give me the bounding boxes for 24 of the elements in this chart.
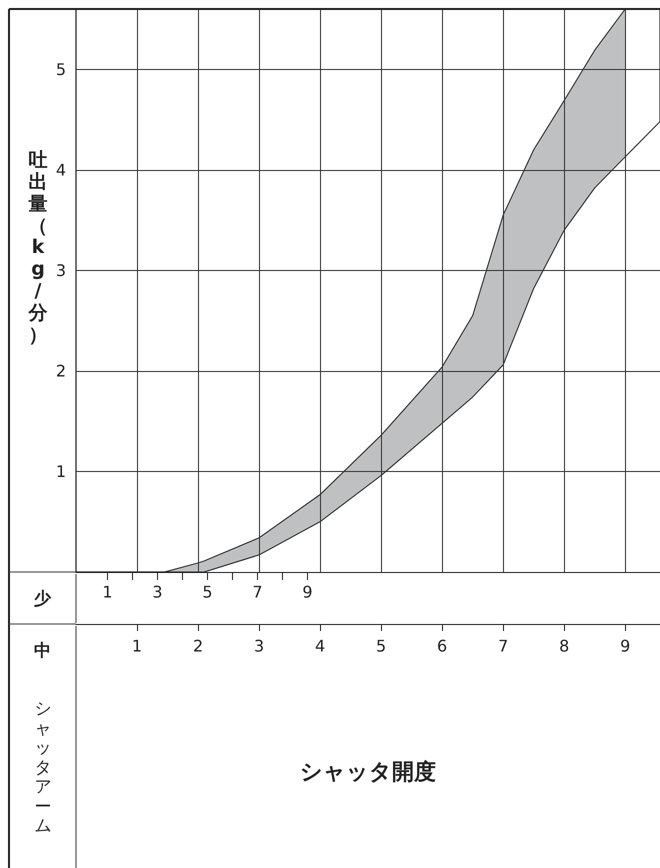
y-tick-label: 4 xyxy=(56,160,66,180)
text: 中 xyxy=(33,640,52,662)
y-tick-label: 1 xyxy=(56,462,66,481)
x-tick-label: 2 xyxy=(192,636,204,656)
x-tick-label: 7 xyxy=(498,636,508,656)
y-tick-label: 5 xyxy=(56,60,66,79)
x2-tick-label: 9 xyxy=(302,582,313,602)
x-tick-label: 6 xyxy=(437,636,448,656)
x2-tick-label: 1 xyxy=(102,582,113,602)
x2-axis-title: 少 xyxy=(33,588,52,610)
x-tick-label: 8 xyxy=(559,636,570,656)
x-tick-label: 4 xyxy=(315,636,326,656)
y-tick-label: 2 xyxy=(56,361,66,380)
x-tick-label: 9 xyxy=(620,636,630,656)
x-tick-label: 5 xyxy=(376,636,386,656)
x-tick-label: 1 xyxy=(132,636,142,656)
text: 吐出量（kg/分） xyxy=(28,149,48,346)
text: シャッタ開度 xyxy=(299,758,437,787)
x2-tick-label: 5 xyxy=(202,582,213,602)
y-tick-label: 3 xyxy=(56,260,66,280)
x2-tick-label: 7 xyxy=(252,582,263,602)
x2-tick-label: 3 xyxy=(152,582,163,602)
x-tick-label: 3 xyxy=(254,636,264,656)
text: シャッタアーム xyxy=(34,699,52,837)
